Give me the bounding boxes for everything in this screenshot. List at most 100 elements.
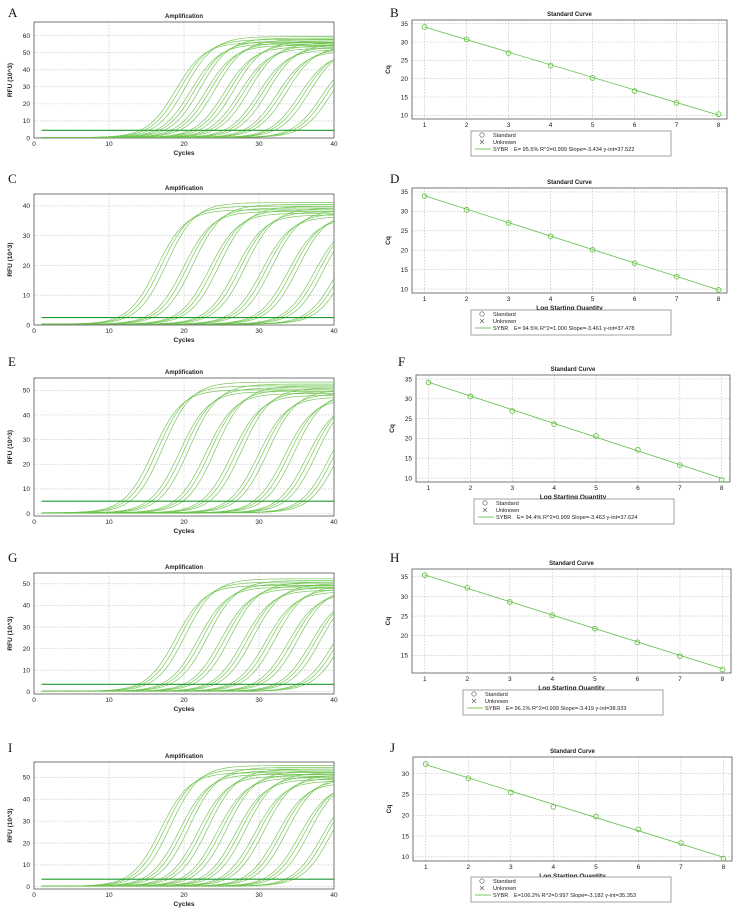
amplification-curve: [41, 45, 334, 138]
standard-point: [589, 75, 596, 81]
y-tick-label: 0: [26, 884, 30, 891]
amplification-curve: [41, 589, 334, 692]
amplification-chart-G: G 0 10 20 30 40 0 10 20 30 40 50 Amplification Cycles…: [6, 550, 338, 713]
legend-unknown-label: Unknown: [493, 140, 516, 146]
x-tick-label: 8: [722, 864, 726, 871]
amplification-curve: [41, 775, 334, 887]
amplification-curve: [41, 47, 334, 138]
x-tick-label: 40: [330, 697, 338, 704]
plot-frame: [33, 761, 335, 890]
standard-point: [547, 233, 554, 240]
amplification-curve: [41, 770, 334, 887]
y-axis-label: Cq: [386, 805, 393, 814]
amplification-curve: [41, 767, 334, 887]
curve-group: [41, 381, 334, 514]
y-tick-label: 0: [26, 511, 30, 518]
amplification-curve: [41, 213, 334, 325]
x-tick-label: 4: [549, 122, 553, 129]
y-tick-label: 35: [405, 376, 413, 383]
y-tick-label: 35: [401, 189, 409, 196]
amplification-curve: [41, 781, 334, 887]
x-tick-label: 0: [32, 141, 36, 148]
amplification-chart-A: A 0 10 20 30 40 0 10 20 30 40 50 60 Amplification Cycl…: [6, 5, 338, 157]
standard-curve-chart-J: J 1 2 3 4 5 6 7 8 10 15 20 25 30 Standard Curve Log Sta…: [386, 740, 733, 903]
amplification-curve: [41, 381, 334, 514]
y-tick-label: 30: [23, 624, 31, 631]
amplification-curve: [41, 40, 334, 138]
x-tick-label: 6: [636, 676, 640, 683]
standard-point: [593, 813, 599, 820]
y-tick-label: 20: [402, 813, 410, 820]
standard-point: [465, 775, 472, 782]
regression-line: [424, 195, 719, 291]
curve-group: [41, 36, 334, 138]
x-tick-label: 0: [32, 892, 36, 899]
amplification-curve: [41, 89, 334, 138]
amplification-chart-C: C 0 10 20 30 40 0 10 20 30 40 Amplification Cycles RF…: [6, 171, 338, 344]
x-tick-label: 6: [633, 122, 637, 129]
legend-unknown-label: Unknown: [493, 319, 516, 325]
plot-frame: [411, 568, 732, 674]
x-tick-label: 40: [330, 519, 338, 526]
standard-curve-chart-D: D 1 2 3 4 5 6 7 8 10 15 20 25 30 35 Standard Curve Log S…: [385, 171, 728, 336]
y-tick-label: 25: [401, 58, 409, 65]
chart-title: Amplification: [165, 754, 203, 760]
y-tick-label: 40: [23, 203, 31, 210]
amplification-curve: [41, 383, 334, 514]
x-axis-label: Cycles: [174, 528, 195, 535]
amplification-curve: [41, 794, 334, 887]
y-tick-label: 10: [23, 293, 31, 300]
amplification-curve: [41, 596, 334, 692]
standard-point: [718, 477, 725, 483]
legend-standard-label: Standard: [493, 879, 516, 885]
amplification-curve: [41, 37, 334, 138]
chart-title: Amplification: [165, 186, 203, 192]
amplification-curve: [41, 784, 334, 887]
amplification-curve: [41, 583, 334, 692]
chart-title: Standard Curve: [550, 749, 595, 755]
chart-title: Standard Curve: [551, 367, 596, 373]
y-axis-label: RFU (10^3): [6, 430, 14, 464]
chart-title: Standard Curve: [549, 561, 594, 567]
x-tick-label: 10: [105, 519, 113, 526]
x-tick-label: 5: [594, 864, 598, 871]
y-tick-label: 20: [401, 248, 409, 255]
legend-sybr-label: SYBR: [493, 147, 508, 153]
panel-letter: G: [8, 550, 17, 565]
x-tick-label: 30: [255, 519, 263, 526]
amplification-curve: [41, 765, 334, 887]
amplification-curve: [41, 585, 334, 692]
legend-efficiency-text: E= 96.1% R^2=0.999 Slope=-3.419 y-int=38…: [506, 706, 627, 712]
amplification-curve: [41, 768, 334, 887]
amplification-curve: [41, 393, 334, 514]
amplification-curve: [41, 399, 334, 514]
panel-letter: E: [8, 354, 16, 369]
y-tick-label: 25: [405, 416, 413, 423]
y-tick-label: 50: [23, 50, 31, 57]
amplification-curve: [41, 202, 334, 325]
amplification-curve: [41, 42, 334, 138]
y-tick-label: 50: [23, 388, 31, 395]
amplification-curve: [41, 387, 334, 514]
plot-frame: [33, 21, 335, 139]
x-axis-label: Cycles: [174, 337, 195, 344]
x-tick-label: 2: [465, 296, 469, 303]
amplification-curve: [41, 395, 334, 514]
amplification-curve: [41, 50, 334, 138]
chart-title: Standard Curve: [547, 12, 592, 18]
y-tick-label: 30: [401, 594, 409, 601]
x-tick-label: 7: [678, 485, 682, 492]
x-axis-label: Log Starting Quantity: [540, 494, 607, 501]
amplification-chart-I: I 0 10 20 30 40 0 10 20 30 40 50 Amplification Cycles…: [6, 740, 338, 908]
y-tick-label: 10: [23, 118, 31, 125]
legend-unknown-label: Unknown: [493, 886, 516, 892]
amplification-curve: [41, 402, 334, 514]
amplification-curve: [41, 385, 334, 514]
standard-point: [464, 584, 471, 591]
y-tick-label: 25: [401, 613, 409, 620]
legend-box: [473, 498, 675, 525]
x-tick-label: 10: [105, 892, 113, 899]
